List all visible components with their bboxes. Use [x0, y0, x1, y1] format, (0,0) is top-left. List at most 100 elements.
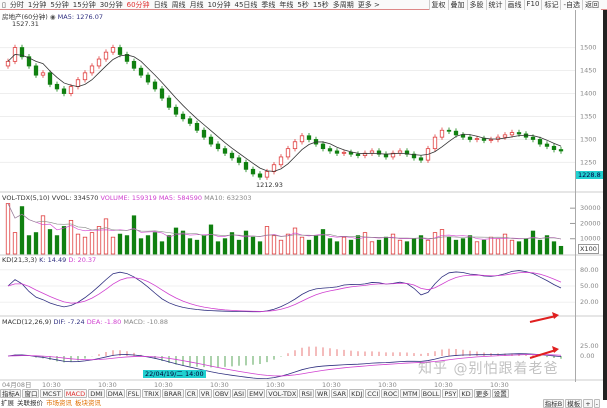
- period-tab[interactable]: 周线: [171, 0, 186, 9]
- candle: [558, 149, 564, 152]
- period-tab[interactable]: 多周期: [332, 0, 354, 9]
- volume-bar: [33, 232, 39, 255]
- indicator-tab[interactable]: ASI: [231, 389, 247, 398]
- indicator-tab[interactable]: ROC: [381, 389, 400, 398]
- candle: [362, 152, 368, 156]
- period-tab[interactable]: 5分钟: [50, 0, 69, 9]
- period-tab[interactable]: 15秒: [312, 0, 329, 9]
- time-tick: 10:30: [434, 381, 453, 389]
- candle: [488, 139, 494, 141]
- indicator-tab[interactable]: DMI: [88, 389, 105, 398]
- period-tab[interactable]: 更多 >: [357, 0, 380, 9]
- toolbar-button[interactable]: 统计: [485, 0, 505, 10]
- indicator-tab[interactable]: MACD: [63, 389, 88, 398]
- indicator-tab[interactable]: MTM: [400, 389, 420, 398]
- volume-bar: [236, 239, 242, 255]
- toolbar-button[interactable]: 叠加: [447, 0, 467, 10]
- indicator-right-tab[interactable]: 指标B: [542, 399, 565, 408]
- bottom-tab[interactable]: 扩展: [0, 399, 15, 408]
- period-tab[interactable]: 1分钟: [27, 0, 47, 9]
- price-tick: 1350: [580, 112, 597, 120]
- volume-bar: [285, 233, 291, 255]
- candle: [467, 136, 473, 140]
- toolbar-button[interactable]: 复权: [428, 0, 448, 10]
- bottom-tab[interactable]: 板块资讯: [74, 399, 102, 408]
- indicator-tab[interactable]: TRIX: [142, 389, 162, 398]
- toolbar-button[interactable]: 画线: [504, 0, 524, 10]
- period-tab[interactable]: 月线: [189, 0, 204, 9]
- candle: [54, 83, 60, 90]
- last-price-tag: 1228.8: [576, 171, 603, 179]
- indicator-tab[interactable]: EMV: [247, 389, 266, 398]
- candle: [159, 88, 165, 99]
- indicator-tab[interactable]: WR: [314, 389, 330, 398]
- period-tab[interactable]: 60分钟: [126, 0, 150, 9]
- period-tab[interactable]: 45日线: [234, 0, 258, 9]
- indicator-tab[interactable]: FSL: [125, 389, 142, 398]
- toolbar-button[interactable]: 标记: [541, 0, 560, 10]
- indicator-tab[interactable]: 窗口: [22, 389, 40, 398]
- dea-line: [7, 354, 562, 377]
- volume-bar: [474, 241, 480, 255]
- toolbar-button[interactable]: 多股: [466, 0, 486, 10]
- period-tab[interactable]: 5秒: [297, 0, 309, 9]
- indicator-tab[interactable]: VOL-TDX: [266, 389, 299, 398]
- bottom-tab[interactable]: 市场资讯: [45, 399, 73, 408]
- toolbar-button[interactable]: F10: [523, 0, 542, 10]
- indicator-tab[interactable]: MCST: [40, 389, 63, 398]
- indicator-tab[interactable]: CR: [184, 389, 198, 398]
- period-tab[interactable]: 10分钟: [207, 0, 231, 9]
- candle: [187, 118, 193, 124]
- toolbar-button[interactable]: -自选: [560, 0, 582, 10]
- candle: [264, 171, 270, 178]
- volume-bar: [54, 235, 60, 255]
- volume-bar: [425, 239, 431, 255]
- zoom-button[interactable]: +: [583, 399, 593, 408]
- volume-bar: [348, 239, 354, 255]
- time-tick: 10:30: [154, 381, 173, 389]
- candle: [152, 81, 158, 90]
- time-tick: 10:30: [322, 381, 341, 389]
- arrow-head-icon: [552, 346, 559, 353]
- period-tab[interactable]: 30分钟: [99, 0, 123, 9]
- volume-bar: [397, 239, 403, 255]
- period-tab[interactable]: 15分钟: [72, 0, 96, 9]
- volume-bar: [376, 239, 382, 255]
- candle: [33, 65, 39, 76]
- volume-bar: [439, 229, 445, 255]
- time-tick: 10:30: [378, 381, 397, 389]
- indicator-tab[interactable]: DMA: [105, 389, 125, 398]
- bottom-tab[interactable]: 关联报价: [16, 399, 44, 408]
- period-tab[interactable]: 季线: [261, 0, 276, 9]
- volume-bar: [544, 235, 550, 255]
- period-tab[interactable]: 日线: [153, 0, 168, 9]
- indicator-tab[interactable]: 指标A: [0, 389, 22, 398]
- indicator-right-tab[interactable]: 模板: [565, 399, 583, 408]
- candle: [551, 145, 557, 150]
- indicator-tab[interactable]: SAR: [330, 389, 349, 398]
- indicator-tab[interactable]: 设置: [491, 389, 509, 398]
- macd-tick: 25.00: [580, 342, 599, 350]
- price-tick: 1250: [580, 158, 597, 166]
- vol-tick: 30000: [580, 204, 601, 212]
- indicator-tab[interactable]: BOLL: [420, 389, 442, 398]
- volume-bar: [117, 233, 123, 255]
- indicator-tab[interactable]: CCI: [365, 389, 381, 398]
- indicator-tab[interactable]: KDJ: [349, 389, 365, 398]
- indicator-tab[interactable]: PSY: [442, 389, 459, 398]
- menu-icon[interactable]: ▯: [2, 0, 6, 9]
- indicator-tab[interactable]: BRAR: [162, 389, 184, 398]
- period-tab[interactable]: 分时: [9, 0, 24, 9]
- indicator-tab[interactable]: OBV: [212, 389, 231, 398]
- indicator-tab[interactable]: RSI: [299, 389, 314, 398]
- indicator-tab[interactable]: 更多: [473, 389, 491, 398]
- period-tab[interactable]: 年线: [279, 0, 294, 9]
- volume-bar: [243, 230, 249, 255]
- volume-bar: [124, 235, 130, 255]
- zoom-button[interactable]: -: [593, 399, 600, 408]
- indicator-tab[interactable]: VR: [198, 389, 212, 398]
- toolbar-button[interactable]: 返回: [582, 0, 601, 10]
- indicator-tab[interactable]: KD: [459, 389, 473, 398]
- candle: [5, 60, 11, 67]
